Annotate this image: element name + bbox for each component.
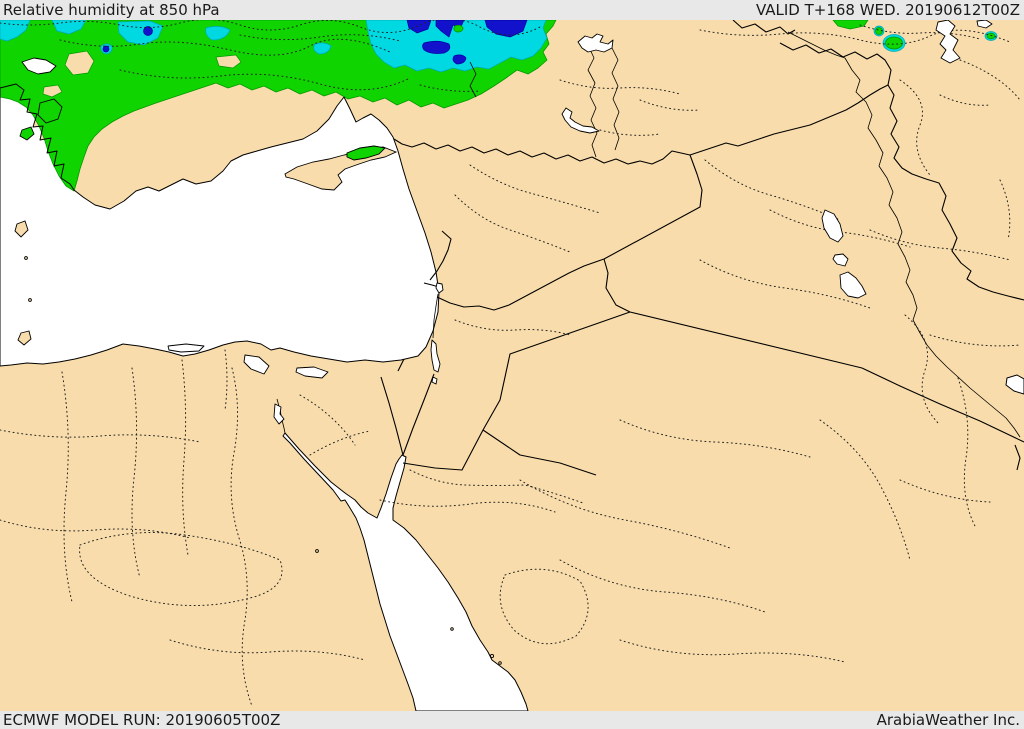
jordan-river bbox=[432, 293, 439, 339]
lake-habbaniyah bbox=[832, 253, 849, 267]
land-base bbox=[0, 20, 1024, 711]
rh-90-blob-3 bbox=[484, 20, 528, 38]
euphrates-headwater-1 bbox=[587, 44, 598, 158]
valid-time-label: VALID T+168 WED. 20190612T00Z bbox=[755, 0, 1020, 19]
rh-90-dot-1 bbox=[143, 26, 153, 36]
rh-80-patch-4 bbox=[205, 26, 231, 41]
rh-70-island-in-blue bbox=[453, 24, 464, 33]
turkey-syria-iraq-border bbox=[393, 84, 889, 165]
syria-jordan-border bbox=[436, 258, 605, 311]
lake-layer bbox=[21, 20, 993, 425]
rh-90-dot-2 bbox=[102, 45, 110, 53]
armenia-border bbox=[732, 20, 796, 35]
red-sea-islet-4 bbox=[498, 661, 502, 665]
weather-map bbox=[0, 20, 1024, 711]
aegean-island-1 bbox=[37, 98, 63, 124]
delta-lagoon-1 bbox=[167, 343, 205, 353]
israel-jordan-border bbox=[402, 373, 435, 456]
lake-urmia bbox=[935, 20, 961, 64]
cyprus-humid-patch bbox=[346, 145, 386, 161]
aegean-island-4 bbox=[17, 330, 32, 346]
map-canvas bbox=[0, 20, 1024, 711]
syria-iraq-border bbox=[603, 154, 703, 260]
aegean-island-3 bbox=[14, 220, 29, 238]
jordan-iraq-border bbox=[603, 258, 631, 313]
dead-sea-south bbox=[431, 376, 438, 385]
saudi-border-continuation bbox=[482, 429, 597, 476]
rh-80-patch-3 bbox=[117, 20, 164, 46]
rh-70-patch-ne-3 bbox=[885, 36, 903, 50]
aras-river bbox=[787, 31, 846, 59]
rh-80-patch-5 bbox=[313, 42, 332, 55]
lake-tharthar bbox=[821, 209, 844, 243]
red-sea-islet-1 bbox=[315, 549, 319, 553]
dead-sea bbox=[430, 339, 441, 373]
dry-patch-3 bbox=[42, 84, 63, 98]
rh-90-blob-2 bbox=[435, 20, 465, 38]
rh-70-patch-ne-1 bbox=[832, 20, 869, 30]
islet-1 bbox=[24, 256, 28, 260]
page-title: Relative humidity at 850 hPa bbox=[3, 0, 220, 19]
rh-90-blob-5 bbox=[452, 54, 467, 65]
bitter-lakes bbox=[273, 403, 285, 425]
admin-boundary-layer bbox=[0, 20, 1021, 707]
red-sea-islet-2 bbox=[450, 627, 454, 631]
dry-patch-1 bbox=[64, 50, 95, 76]
aegean-island-2 bbox=[19, 126, 35, 141]
footer-bar: ECMWF MODEL RUN: 20190605T00Z ArabiaWeat… bbox=[0, 711, 1024, 729]
tigris-river bbox=[844, 57, 1021, 438]
delta-lagoon-2 bbox=[243, 354, 270, 375]
border-bottom-right bbox=[1014, 444, 1021, 471]
island-layer bbox=[14, 98, 502, 665]
rh-70-patch-ne-4 bbox=[986, 32, 996, 40]
gaza-border bbox=[397, 358, 405, 372]
lake-east-anatolia bbox=[577, 33, 614, 53]
iran-border bbox=[779, 42, 1024, 301]
lake-van bbox=[561, 107, 600, 134]
red-sea-islet-3 bbox=[489, 653, 495, 659]
credit-label: ArabiaWeather Inc. bbox=[876, 710, 1020, 729]
iraq-saudi-border bbox=[629, 311, 1024, 443]
islet-2 bbox=[28, 298, 32, 302]
model-run-label: ECMWF MODEL RUN: 20190605T00Z bbox=[3, 710, 281, 729]
humidity-overlay bbox=[0, 20, 998, 192]
rh-80-patch-2 bbox=[51, 20, 87, 35]
sea-of-marmara bbox=[21, 57, 57, 75]
lake-small-ne bbox=[976, 20, 993, 29]
israel-egypt-border bbox=[380, 376, 404, 456]
header-bar: Relative humidity at 850 hPa VALID T+168… bbox=[0, 0, 1024, 20]
lebanon-border bbox=[429, 230, 452, 281]
dry-patch-2 bbox=[215, 54, 242, 69]
lake-razzazah bbox=[839, 271, 867, 299]
bardawil-lagoon bbox=[295, 366, 329, 379]
sea-of-galilee bbox=[435, 282, 444, 294]
border-layer bbox=[380, 20, 1024, 476]
rh-90-blob-4 bbox=[422, 40, 451, 54]
